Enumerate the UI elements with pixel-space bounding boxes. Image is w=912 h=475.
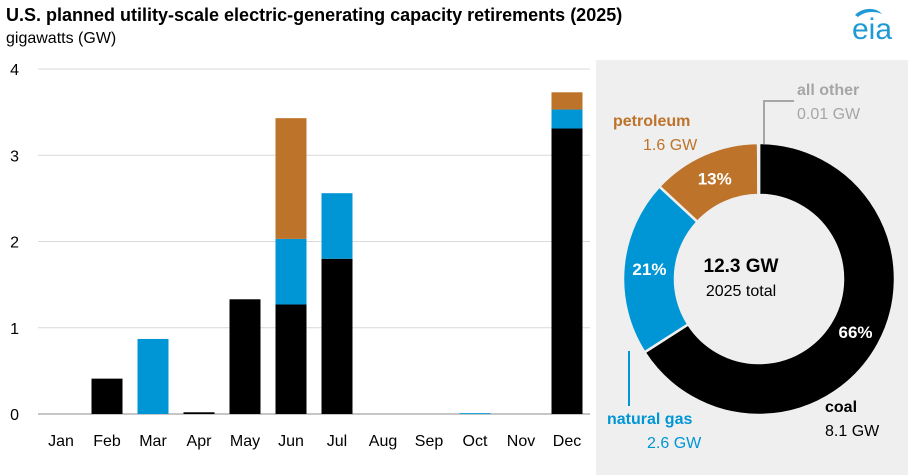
y-tick-label: 4 [10,62,19,79]
x-tick-label: Sep [415,433,444,450]
y-tick-label: 0 [10,407,19,424]
donut-panel: 66% 21% 13% 12.3 GW 2025 total coal 8.1 GW n… [596,60,908,475]
eia-logo: eia [852,8,892,44]
donut-percent-labels: 66% 21% 13% [632,169,872,341]
x-tick-label: Oct [463,433,488,450]
x-axis-ticks: Jan Feb Mar Apr May Jun Jul Aug Sep Oct Nov Dec [48,433,581,450]
bar-petroleum-dec [551,92,583,110]
bar-coal-feb [91,378,123,414]
y-tick-label: 3 [10,148,19,165]
bars [91,92,583,414]
x-tick-label: Mar [139,433,167,450]
annotation-value-coal: 8.1 GW [825,423,880,440]
x-tick-label: Apr [187,433,213,450]
x-tick-label: Nov [507,433,535,450]
bar-natural-gas-oct [459,413,491,414]
x-tick-label: Jan [48,433,74,450]
donut-percent-label: 66% [838,323,872,342]
y-axis-ticks: 0 1 2 3 4 [10,62,19,424]
annotation-value-petroleum: 1.6 GW [643,137,698,154]
y-axis-unit-label: gigawatts (GW) [6,30,117,47]
donut-slices [621,141,897,417]
annotation-name-natural-gas: natural gas [607,411,692,428]
bar-natural-gas-jul [321,193,353,259]
annotation-value-all-other: 0.01 GW [797,106,861,123]
bar-natural-gas-dec [551,109,583,129]
bar-natural-gas-jun [275,238,307,305]
annotation-name-petroleum: petroleum [613,113,690,130]
x-tick-label: Feb [93,433,121,450]
y-tick-label: 2 [10,235,19,252]
annotation-value-natural-gas: 2.6 GW [647,435,702,452]
x-tick-label: Jul [327,433,347,450]
bar-coal-jun [275,304,307,414]
logo-text: eia [852,13,892,44]
donut-annotations: coal 8.1 GW natural gas 2.6 GW petroleum 1.6 … [607,82,880,452]
bar-coal-apr [183,412,215,414]
leader-line-all-other [763,100,794,144]
donut-center-value: 12.3 GW [704,256,779,277]
donut-slice-coal [642,141,897,417]
x-tick-label: Dec [553,433,581,450]
annotation-name-all-other: all other [797,82,859,99]
y-tick-label: 1 [10,321,19,338]
x-tick-label: Jun [278,433,304,450]
bar-coal-jul [321,258,353,414]
chart-title: U.S. planned utility-scale electric-gene… [6,5,623,25]
donut-percent-label: 21% [632,260,666,279]
bar-coal-dec [551,128,583,414]
donut-chart: 66% 21% 13% 12.3 GW 2025 total coal 8.1 GW n… [607,82,897,452]
x-tick-label: Aug [369,433,397,450]
bar-natural-gas-mar [137,338,169,414]
donut-slice-all-other [756,141,761,197]
logo-swoosh [855,8,882,17]
donut-percent-label: 13% [698,169,732,188]
bar-petroleum-jun [275,118,307,239]
annotation-name-coal: coal [825,399,857,416]
gridlines [38,68,590,415]
donut-center-label: 2025 total [706,283,776,300]
bar-chart: 0 1 2 3 4 Jan Feb Mar Apr May Jun Jul Aug Sep Oct Nov D… [10,62,590,450]
x-tick-label: May [230,433,260,450]
bar-coal-may [229,299,261,414]
